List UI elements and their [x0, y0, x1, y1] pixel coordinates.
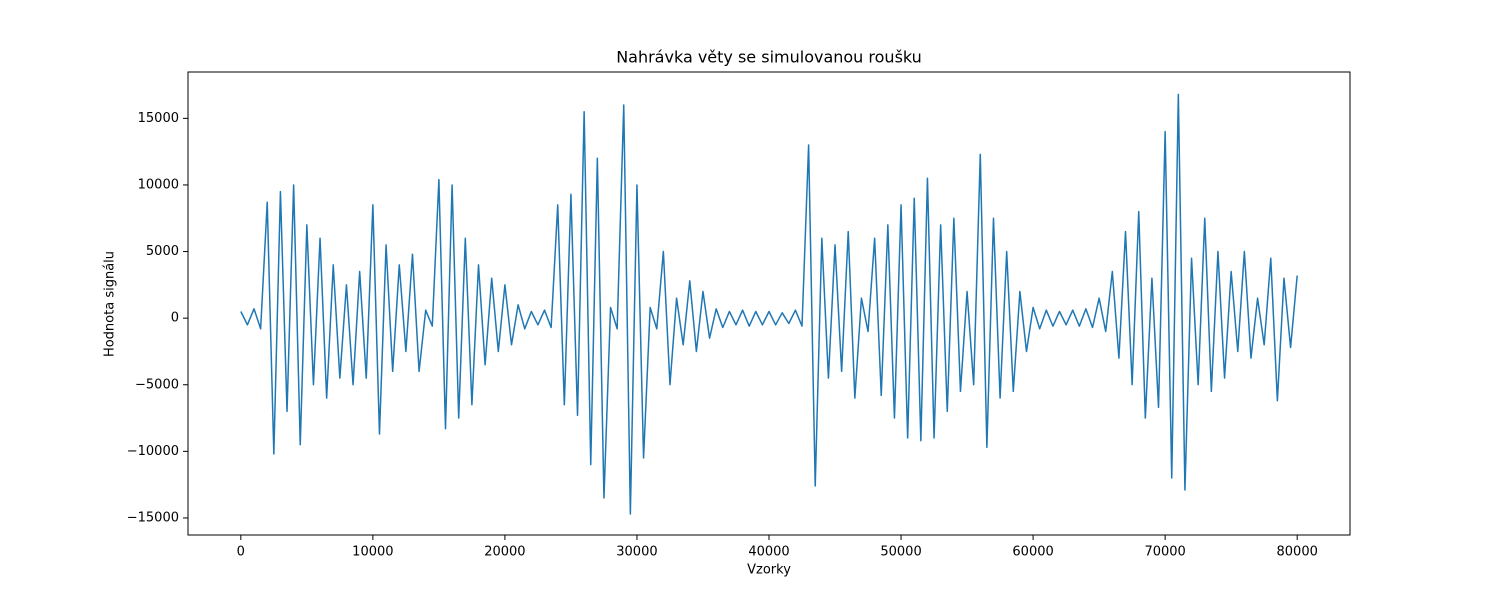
y-tick-label: −10000 [127, 444, 179, 459]
x-tick-label: 80000 [1277, 545, 1318, 560]
y-tick-label: 0 [171, 311, 179, 326]
x-tick-label: 10000 [352, 545, 393, 560]
x-tick-label: 30000 [616, 545, 657, 560]
x-axis-label: Vzorky [747, 563, 791, 578]
y-tick-label: −5000 [135, 377, 179, 392]
y-tick-label: 10000 [138, 177, 179, 192]
y-tick-label: 15000 [138, 111, 179, 126]
x-tick-label: 60000 [1012, 545, 1053, 560]
x-tick-label: 50000 [880, 545, 921, 560]
x-tick-label: 0 [237, 545, 245, 560]
x-tick-label: 20000 [484, 545, 525, 560]
x-tick-label: 70000 [1144, 545, 1185, 560]
y-tick-label: −15000 [127, 510, 179, 525]
y-tick-label: 5000 [146, 244, 179, 259]
y-axis-label: Hodnota signálu [103, 251, 118, 357]
signal-line [240, 93, 1298, 515]
x-tick-label: 40000 [748, 545, 789, 560]
plot-frame [187, 71, 1351, 536]
chart-title: Nahrávka věty se simulovanou roušku [616, 48, 922, 67]
